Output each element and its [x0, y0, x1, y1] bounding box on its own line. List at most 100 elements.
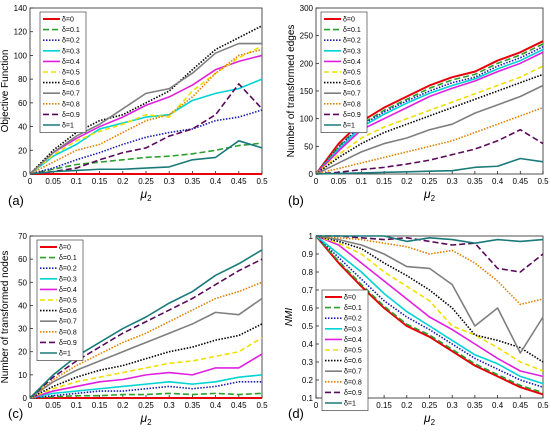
x-tick-label: 0.25 — [138, 177, 154, 186]
chart-panel-3: 0 0.05 0.1 0.15 0.2 0.25 0.3 0.35 0.4 0.45 0.5 0 10 2… — [0, 232, 268, 427]
y-axis-label: Objective Function — [0, 50, 11, 133]
series-line-10 — [29, 140, 263, 175]
series-line-8 — [29, 48, 263, 175]
x-tick-label: 0.2 — [117, 401, 129, 410]
x-tick-label: 0.4 — [492, 177, 504, 186]
series-line-1 — [29, 392, 263, 399]
y-tick-label: 150 — [300, 87, 314, 96]
x-tick-label: 0.25 — [422, 401, 438, 410]
series-line-9 — [315, 128, 544, 175]
series-line-5 — [315, 65, 544, 175]
x-tick-label: 0.35 — [467, 177, 483, 186]
series-line-8 — [29, 281, 263, 399]
x-tick-label: 0 — [28, 177, 33, 186]
y-tick-label: 200 — [300, 59, 314, 68]
x-tick-label: 0.25 — [422, 177, 438, 186]
y-tick-label: 20 — [18, 146, 27, 155]
legend-entry-label: δ=0.1 — [59, 255, 77, 262]
legend-entry-label: δ=0.7 — [343, 91, 361, 98]
series-line-6 — [315, 73, 544, 175]
y-tick-label: 60 — [18, 99, 27, 108]
legend: δ=0 δ=0.1 δ=0.2 δ=0.3 δ=0.4 δ=0.5 δ=0.6 δ=0.7 δ=… — [36, 239, 84, 361]
y-tick-label: 80 — [18, 75, 27, 84]
legend-entry-label: δ=0 — [59, 245, 71, 252]
series-line-7 — [29, 42, 262, 175]
y-tick-label: 40 — [18, 301, 27, 310]
legend-entry-label: δ=0.3 — [59, 276, 77, 283]
series-line-2 — [29, 109, 263, 175]
series-line-3 — [315, 235, 544, 385]
x-tick-label: 0.4 — [492, 401, 504, 410]
x-tick-label: 0.1 — [71, 401, 83, 410]
series-line-6 — [29, 323, 263, 399]
series-line-3 — [315, 48, 544, 175]
x-tick-label: 0.05 — [45, 177, 61, 186]
legend-entry-label: δ=0.5 — [62, 70, 80, 77]
x-axis-label: μ2 — [423, 411, 436, 426]
y-tick-label: 0.3 — [302, 358, 314, 367]
y-tick-label: 30 — [18, 325, 27, 334]
x-tick-label: 0.2 — [117, 177, 129, 186]
y-tick-label: 140 — [14, 4, 28, 13]
panel-label: (d) — [288, 406, 304, 421]
x-tick-label: 0.5 — [537, 401, 549, 410]
chart-panel-1: 0 0.05 0.1 0.15 0.2 0.25 0.3 0.35 0.4 0.45 0.5 0 20 4… — [0, 4, 268, 208]
x-tick-label: 0.3 — [164, 177, 176, 186]
legend-entry-label: δ=0.4 — [343, 59, 361, 66]
series-line-9 — [316, 235, 544, 273]
y-tick-label: 100 — [300, 115, 314, 124]
y-tick-label: 0 — [23, 170, 28, 179]
y-tick-label: 40 — [18, 123, 27, 132]
series-line-4 — [315, 51, 544, 175]
legend-entry-label: δ=0.4 — [62, 59, 80, 66]
y-tick-label: 0.6 — [302, 304, 314, 313]
x-tick-label: 0.15 — [376, 177, 392, 186]
legend-entry-label: δ=1 — [343, 123, 355, 130]
x-tick-label: 0.1 — [71, 177, 83, 186]
y-tick-label: 0.9 — [302, 250, 314, 259]
legend-entry-label: δ=0.8 — [62, 101, 80, 108]
x-tick-label: 0.15 — [92, 177, 108, 186]
series-line-2 — [315, 235, 544, 388]
legend-entry-label: δ=1 — [59, 351, 71, 358]
legend-entry-label: δ=0.1 — [344, 305, 362, 312]
y-axis-label: NMI — [284, 308, 295, 327]
series-line-1 — [315, 235, 544, 394]
y-tick-label: 0.4 — [302, 340, 314, 349]
legend-entry-label: δ=0.4 — [59, 287, 77, 294]
x-axis-label: μ2 — [423, 187, 436, 203]
legend-entry-label: δ=0 — [344, 295, 356, 302]
legend-entry-label: δ=0.6 — [62, 80, 80, 87]
legend-entry-label: δ=0.4 — [344, 337, 362, 344]
x-tick-label: 0.1 — [356, 177, 368, 186]
y-tick-label: 0.5 — [302, 322, 314, 331]
x-tick-label: 0.4 — [210, 177, 222, 186]
legend-entry-label: δ=0.9 — [344, 390, 362, 397]
series-line-9 — [29, 83, 263, 175]
legend-entry-label: δ=0 — [62, 17, 74, 24]
y-tick-label: 20 — [18, 348, 27, 357]
y-tick-label: 0.2 — [302, 376, 314, 385]
legend-entry-label: δ=0.2 — [343, 38, 361, 45]
legend-entry-label: δ=0.3 — [344, 326, 362, 333]
y-tick-label: 0.7 — [302, 286, 314, 295]
series-line-8 — [315, 235, 544, 306]
x-tick-label: 0.5 — [256, 401, 268, 410]
y-tick-label: 1 — [309, 232, 314, 241]
chart-panel-4: 00.050.10.150.20.250.30.350.40.450.50.10… — [284, 232, 549, 427]
x-tick-label: 0.35 — [467, 401, 483, 410]
legend-entry-label: δ=0.5 — [344, 348, 362, 355]
y-tick-label: 50 — [304, 142, 313, 151]
legend-entry-label: δ=0.9 — [62, 112, 80, 119]
legend-entry-label: δ=0.1 — [62, 27, 80, 34]
x-tick-label: 0.35 — [185, 401, 201, 410]
legend-entry-label: δ=0.6 — [344, 358, 362, 365]
y-tick-label: 120 — [14, 28, 28, 37]
series-line-9 — [29, 258, 263, 399]
x-tick-label: 0.2 — [401, 401, 413, 410]
y-tick-label: 100 — [14, 51, 28, 60]
x-tick-label: 0.3 — [447, 177, 459, 186]
y-tick-label: 60 — [18, 255, 27, 264]
legend: δ=0 δ=0.1 δ=0.2 δ=0.3 δ=0.4 δ=0.5 δ=0.6 δ=0.7 δ=… — [320, 11, 368, 133]
x-tick-label: 0.25 — [138, 401, 154, 410]
